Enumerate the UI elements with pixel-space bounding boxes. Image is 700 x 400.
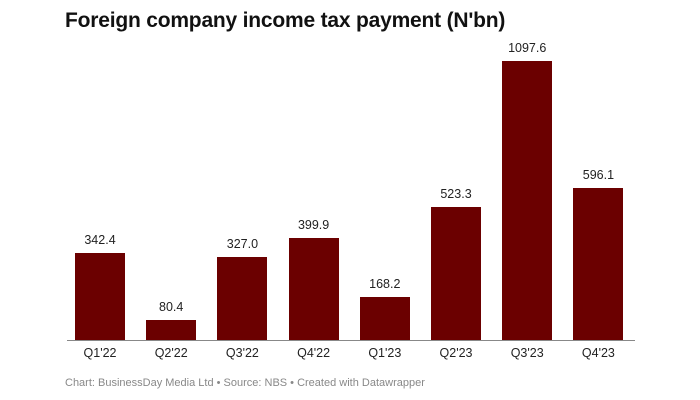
x-axis-tick-label: Q1'23 <box>368 346 402 360</box>
x-axis-tick-label: Q3'22 <box>225 346 259 360</box>
x-axis-tick-label: Q4'23 <box>581 346 615 360</box>
x-axis-baseline <box>67 340 635 341</box>
bar <box>359 297 410 340</box>
bar-value-label: 327.0 <box>226 236 259 251</box>
bar <box>502 61 553 340</box>
bar-value-label: 1097.6 <box>508 41 547 55</box>
chart-footer: Chart: BusinessDay Media Ltd • Source: N… <box>65 377 425 389</box>
plot-area <box>67 40 635 340</box>
x-axis-tick-label: Q3'23 <box>510 346 544 360</box>
bar <box>146 319 197 340</box>
x-axis-tick-label: Q2'23 <box>439 346 473 360</box>
bar <box>217 256 268 340</box>
chart-title: Foreign company income tax payment (N'bn… <box>65 9 506 32</box>
bar-value-label: 596.1 <box>582 168 615 183</box>
bar-value-label: 342.4 <box>84 232 116 247</box>
bar <box>288 238 339 340</box>
bar <box>573 188 624 340</box>
bar-value-label: 80.4 <box>159 299 184 314</box>
bar-value-label: 168.2 <box>369 277 401 292</box>
bar <box>75 252 125 340</box>
bar-value-label: 399.9 <box>297 218 330 233</box>
bar <box>431 206 481 340</box>
x-axis-tick-label: Q2'22 <box>154 346 188 360</box>
x-axis-tick-label: Q4'22 <box>297 346 331 360</box>
x-axis-tick-label: Q1'22 <box>83 346 117 360</box>
bar-value-label: 523.3 <box>440 186 472 201</box>
